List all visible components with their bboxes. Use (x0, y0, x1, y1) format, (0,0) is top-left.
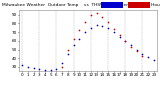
Point (107, 27, 109, 29)
Point (21, 65, 23, 66)
Point (27, 66, 29, 68)
Point (61, 66, 64, 68)
Point (49, 69, 52, 70)
Point (136, 51, 138, 52)
Point (84, 31, 86, 33)
Point (67, 53, 69, 55)
Point (61, 62, 64, 63)
Text: Milwaukee Weather  Outdoor Temp    vs  THSW Index  per Hour  (24 Hours): Milwaukee Weather Outdoor Temp vs THSW I… (2, 3, 160, 7)
Point (78, 30, 81, 31)
Point (78, 38, 81, 40)
Point (147, 56, 149, 57)
Point (38, 68, 40, 69)
Point (130, 46, 132, 48)
Point (72, 45, 75, 46)
Point (130, 45, 132, 46)
Point (124, 40, 127, 42)
Point (44, 69, 46, 70)
Point (101, 25, 104, 27)
Point (124, 40, 127, 42)
Point (112, 28, 115, 29)
Point (118, 34, 121, 35)
Point (84, 21, 86, 22)
Point (136, 49, 138, 50)
Point (107, 21, 109, 22)
Point (118, 36, 121, 37)
Point (101, 17, 104, 18)
Point (55, 68, 58, 69)
Point (141, 55, 144, 56)
Point (32, 67, 35, 69)
Point (72, 38, 75, 40)
Point (67, 49, 69, 50)
Point (95, 12, 98, 14)
Point (141, 53, 144, 55)
Point (90, 27, 92, 29)
Point (95, 25, 98, 26)
Point (112, 31, 115, 33)
Point (90, 14, 92, 15)
Point (153, 59, 155, 61)
